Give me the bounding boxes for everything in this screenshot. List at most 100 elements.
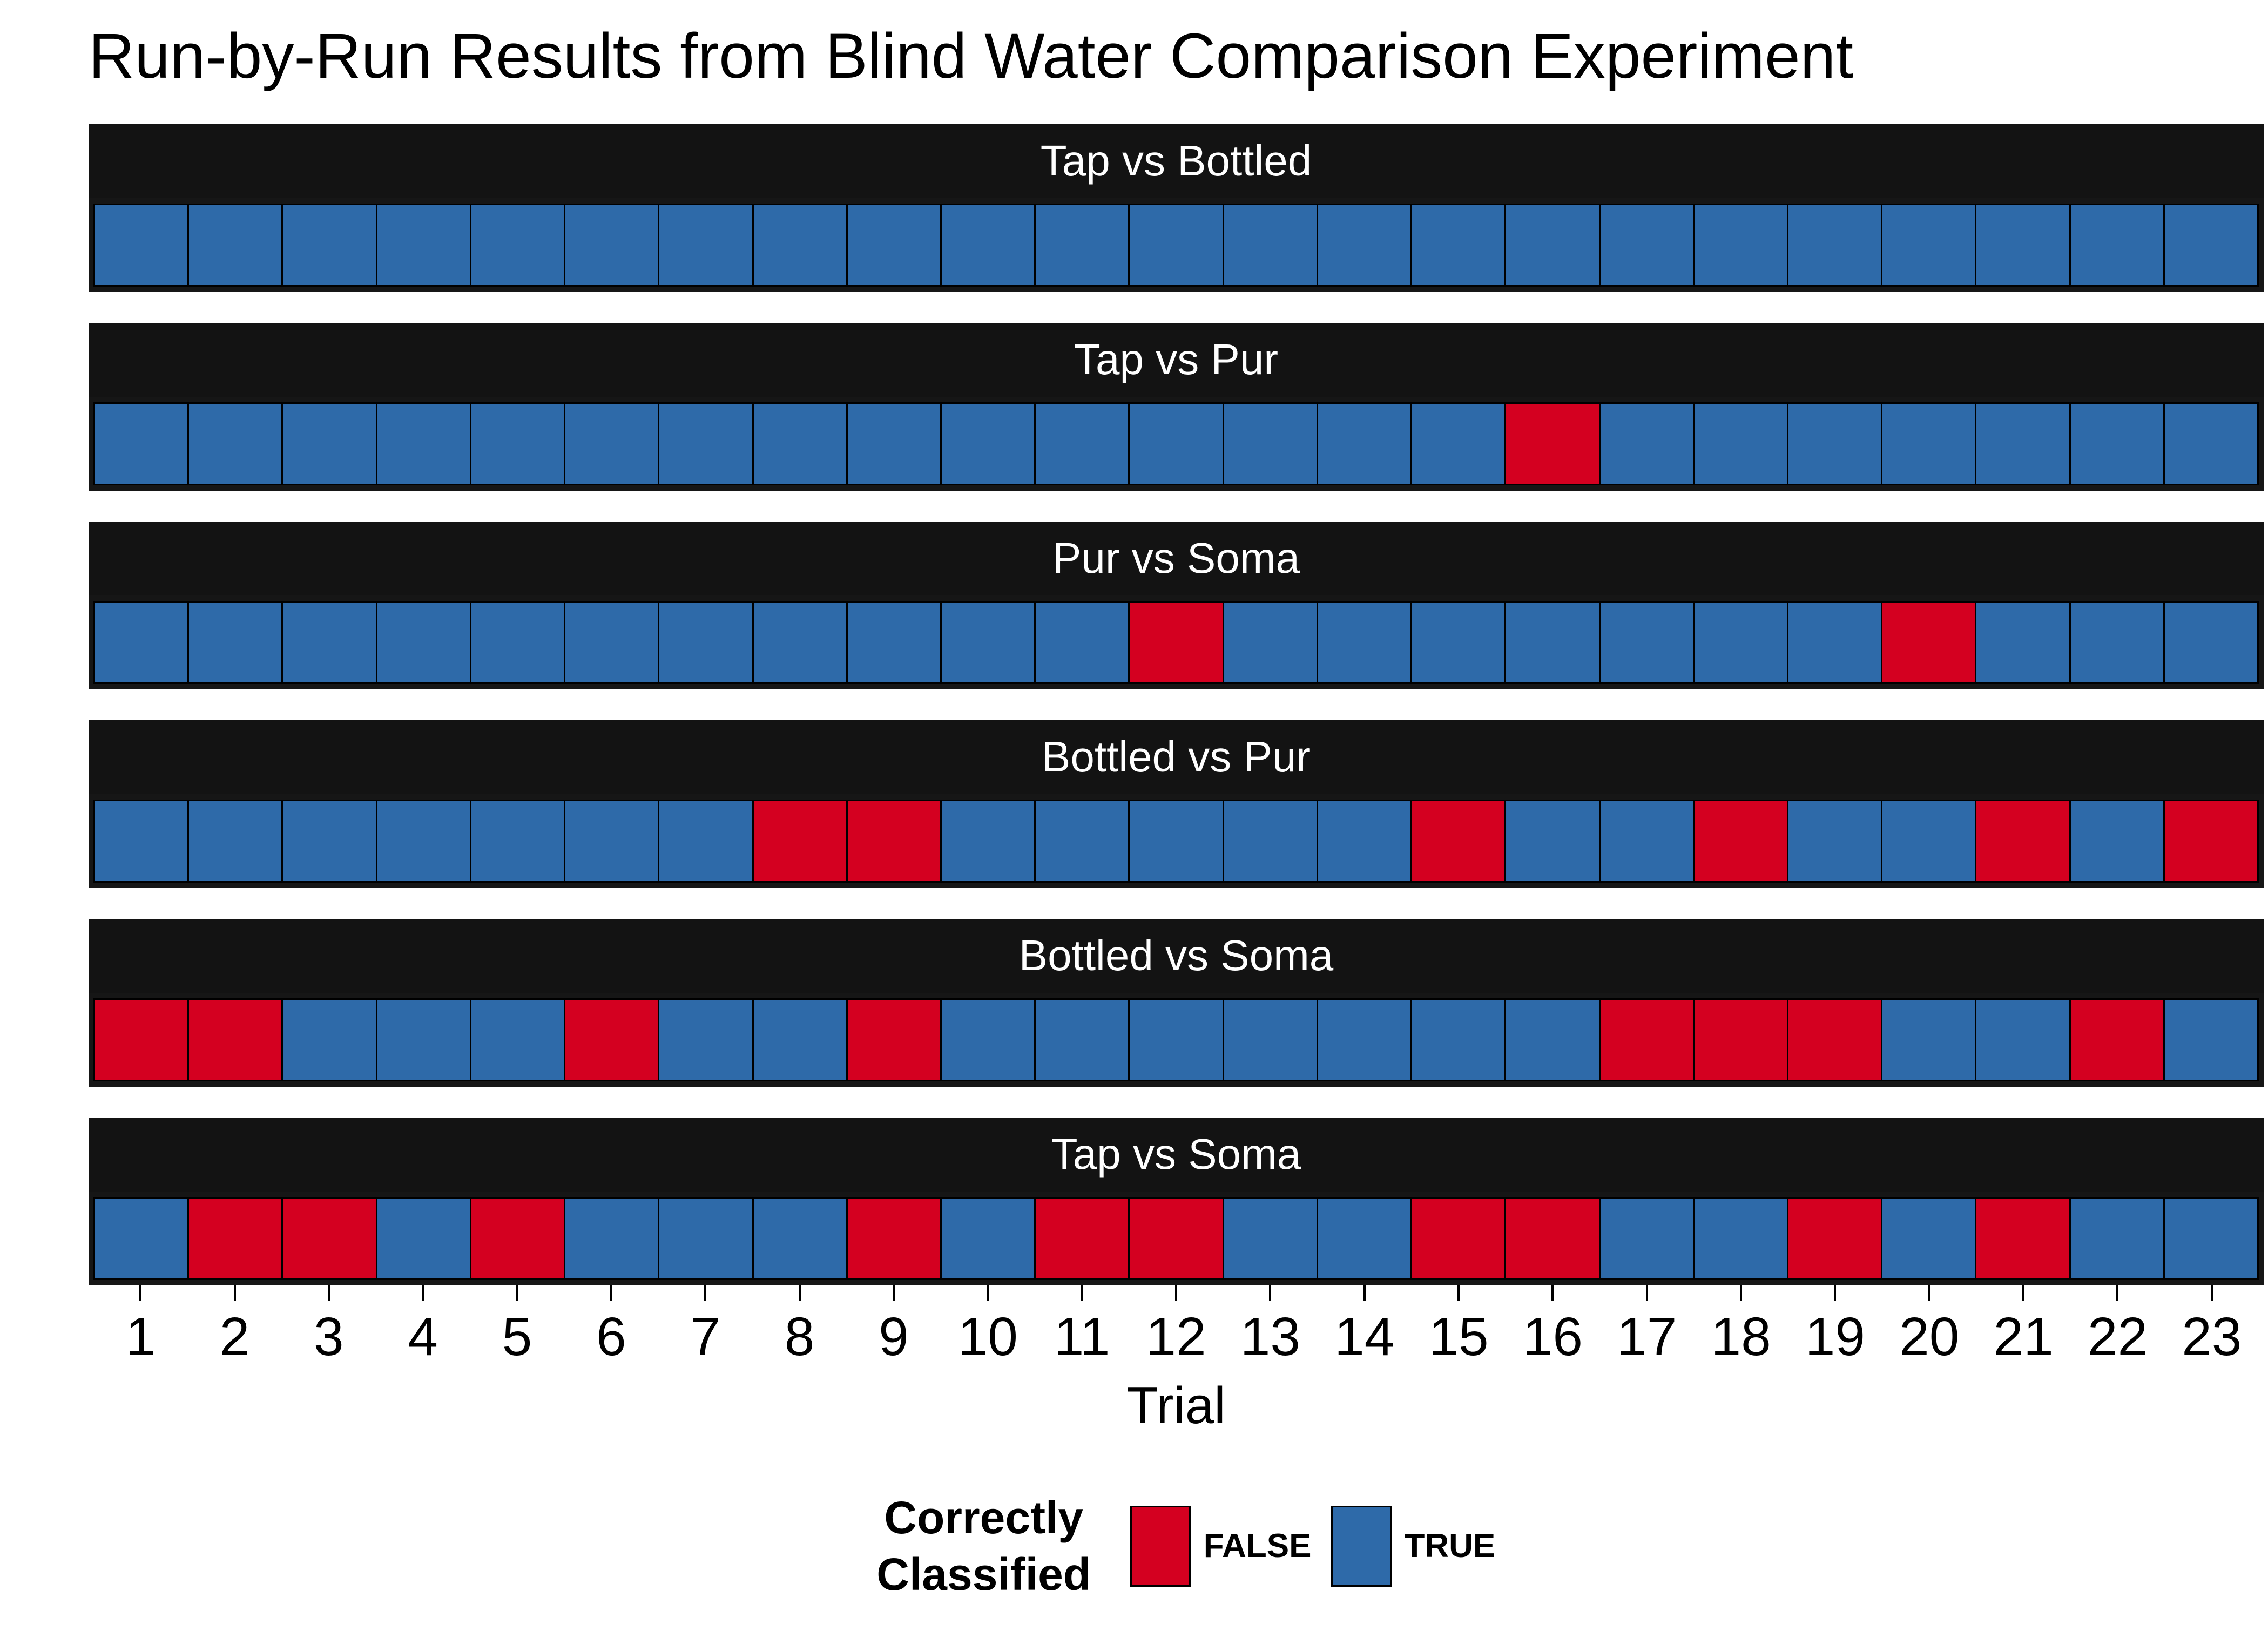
trial-tile-7-true — [658, 600, 754, 684]
trial-tile-8-true — [752, 600, 848, 684]
trial-tile-1-true — [93, 402, 190, 485]
facet-panel-5: Tap vs Soma — [89, 1117, 2264, 1285]
trial-tile-21-true — [1975, 402, 2071, 485]
trial-tile-23-true — [2163, 1196, 2259, 1280]
facet-tile-area — [89, 595, 2264, 689]
trial-tile-16-false — [1504, 1196, 1601, 1280]
trial-tile-12-true — [1128, 998, 1224, 1081]
x-axis-tick-mark — [987, 1285, 989, 1301]
trial-tile-2-true — [187, 203, 284, 287]
chart-container: Run-by-Run Results from Blind Water Comp… — [89, 18, 2264, 1603]
trial-tile-16-true — [1504, 600, 1601, 684]
x-axis-tick-mark — [516, 1285, 518, 1301]
trial-tile-7-true — [658, 799, 754, 883]
trial-tile-9-true — [846, 402, 942, 485]
legend-swatch-false — [1130, 1505, 1191, 1587]
trial-tile-6-false — [564, 998, 660, 1081]
trial-tile-4-true — [375, 998, 471, 1081]
tick-cell — [752, 1285, 846, 1302]
x-axis-tick-mark — [2210, 1285, 2213, 1301]
trial-tile-14-true — [1316, 1196, 1413, 1280]
trial-tile-11-true — [1034, 600, 1130, 684]
trial-tile-17-true — [1598, 799, 1695, 883]
trial-tile-21-true — [1975, 203, 2071, 287]
trial-tile-23-true — [2163, 402, 2259, 485]
trial-tile-7-true — [658, 998, 754, 1081]
facet-strip: Bottled vs Soma — [89, 918, 2264, 993]
x-axis-tick-mark — [1269, 1285, 1272, 1301]
trial-tile-1-true — [93, 799, 190, 883]
trial-tile-4-true — [375, 1196, 471, 1280]
trial-tile-15-true — [1410, 998, 1507, 1081]
trial-tile-3-true — [281, 203, 377, 287]
x-axis-tick-mark — [2116, 1285, 2119, 1301]
legend-item-true: TRUE — [1331, 1505, 1495, 1587]
trial-tile-8-true — [752, 998, 848, 1081]
trial-tile-23-true — [2163, 203, 2259, 287]
trial-tile-13-true — [1222, 402, 1318, 485]
trial-tile-4-true — [375, 402, 471, 485]
trial-tile-19-true — [1786, 600, 1883, 684]
tick-cell — [93, 1285, 187, 1302]
trial-tile-11-true — [1034, 799, 1130, 883]
trial-tile-6-true — [564, 799, 660, 883]
trial-tile-22-true — [2069, 600, 2165, 684]
trial-tile-10-true — [940, 402, 1036, 485]
facet-tile-area — [89, 992, 2264, 1087]
trial-tile-12-false — [1128, 1196, 1224, 1280]
trial-tile-7-true — [658, 402, 754, 485]
x-axis-tick-mark — [892, 1285, 895, 1301]
trial-tile-1-true — [93, 600, 190, 684]
tick-cell — [1882, 1285, 1976, 1302]
x-axis-tick-label: 9 — [879, 1306, 909, 1367]
trial-tile-14-true — [1316, 203, 1413, 287]
trial-tile-10-true — [940, 203, 1036, 287]
x-axis-tick-label: 22 — [2087, 1306, 2148, 1367]
x-axis-tick-mark — [1928, 1285, 1931, 1301]
tick-cell — [1129, 1285, 1223, 1302]
trial-tile-18-false — [1692, 998, 1788, 1081]
trial-tile-16-true — [1504, 203, 1601, 287]
x-axis-tick-mark — [1457, 1285, 1460, 1301]
x-axis-tick-label: 8 — [784, 1306, 815, 1367]
facet-strip-label: Tap vs Bottled — [1040, 137, 1312, 185]
facet-panel-3: Bottled vs Pur — [89, 720, 2264, 888]
x-axis-title: Trial — [1126, 1376, 1226, 1434]
x-axis-tick-mark — [1551, 1285, 1554, 1301]
facet-panel-2: Pur vs Soma — [89, 521, 2264, 689]
trial-tile-7-true — [658, 203, 754, 287]
trial-tile-15-true — [1410, 203, 1507, 287]
x-axis-tick-mark — [139, 1285, 142, 1301]
x-axis-tick-label: 17 — [1617, 1306, 1677, 1367]
trial-tile-8-true — [752, 203, 848, 287]
x-axis-tick-label: 5 — [502, 1306, 532, 1367]
trial-tile-13-true — [1222, 203, 1318, 287]
x-axis-tick-mark — [327, 1285, 330, 1301]
trial-tile-3-false — [281, 1196, 377, 1280]
tick-cell — [187, 1285, 281, 1302]
x-axis-tick-label: 14 — [1334, 1306, 1395, 1367]
trial-tile-15-true — [1410, 402, 1507, 485]
trial-tile-17-true — [1598, 600, 1695, 684]
tick-cell — [658, 1285, 752, 1302]
facet-tile-area — [89, 396, 2264, 491]
trial-tile-2-true — [187, 402, 284, 485]
trial-tile-9-false — [846, 998, 942, 1081]
trial-tile-5-false — [469, 1196, 566, 1280]
tick-cell — [1412, 1285, 1506, 1302]
tick-cell — [376, 1285, 470, 1302]
x-axis-tick-label: 11 — [1054, 1306, 1110, 1367]
trial-tile-20-true — [1881, 998, 1977, 1081]
trial-tile-22-true — [2069, 402, 2165, 485]
trial-tile-15-false — [1410, 1196, 1507, 1280]
trial-tile-20-true — [1881, 799, 1977, 883]
x-axis-tick-mark — [610, 1285, 612, 1301]
x-axis-tick-label: 4 — [408, 1306, 438, 1367]
tile-row — [93, 1196, 2259, 1280]
x-axis-tick-mark — [2022, 1285, 2025, 1301]
tick-cell — [2165, 1285, 2259, 1302]
facet-strip: Tap vs Pur — [89, 322, 2264, 397]
trial-tile-13-true — [1222, 998, 1318, 1081]
trial-tile-14-true — [1316, 998, 1413, 1081]
facet-strip: Tap vs Soma — [89, 1117, 2264, 1192]
